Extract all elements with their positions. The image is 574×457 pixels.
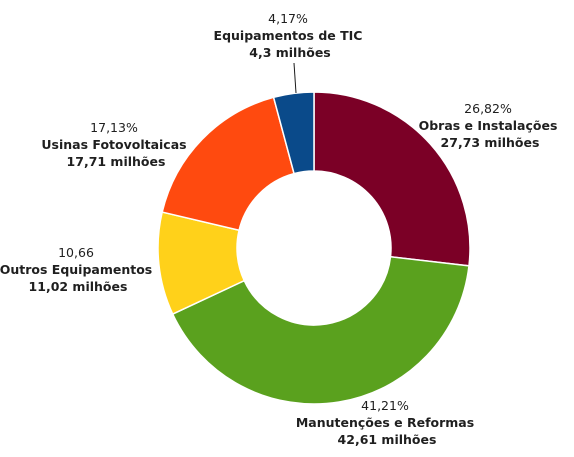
slice-percent-label: 41,21% bbox=[361, 398, 409, 413]
donut-slices bbox=[157, 91, 471, 405]
slice-value-label: 4,3 milhões bbox=[249, 45, 331, 60]
slice-name-label: Equipamentos de TIC bbox=[214, 28, 363, 43]
slice-usinas bbox=[161, 96, 295, 232]
slice-value-label: 27,73 milhões bbox=[441, 135, 540, 150]
slice-label-usinas: 17,13% Usinas Fotovoltaicas 17,71 milhõe… bbox=[41, 120, 190, 169]
slice-tic bbox=[272, 91, 315, 175]
slice-value-label: 17,71 milhões bbox=[67, 154, 166, 169]
slice-obras bbox=[313, 91, 471, 267]
slice-value-label: 11,02 milhões bbox=[29, 279, 128, 294]
slice-percent-label: 17,13% bbox=[90, 120, 138, 135]
leader-line-tic bbox=[293, 62, 297, 94]
slice-label-obras: 26,82% Obras e Instalações 27,73 milhões bbox=[419, 101, 562, 150]
slice-label-tic: 4,17% Equipamentos de TIC 4,3 milhões bbox=[214, 11, 367, 60]
slice-name-label: Outros Equipamentos bbox=[0, 262, 152, 277]
slice-name-label: Manutenções e Reformas bbox=[296, 415, 474, 430]
slice-percent-label: 10,66 bbox=[58, 245, 94, 260]
slice-percent-label: 26,82% bbox=[464, 101, 512, 116]
slice-name-label: Obras e Instalações bbox=[419, 118, 558, 133]
slice-percent-label: 4,17% bbox=[268, 11, 308, 26]
slice-manutencoes bbox=[171, 255, 470, 405]
slice-value-label: 42,61 milhões bbox=[338, 432, 437, 447]
slice-label-manutencoes: 41,21% Manutenções e Reformas 42,61 milh… bbox=[296, 398, 478, 447]
slice-label-outros: 10,66 Outros Equipamentos 11,02 milhões bbox=[0, 245, 156, 294]
slice-name-label: Usinas Fotovoltaicas bbox=[41, 137, 186, 152]
